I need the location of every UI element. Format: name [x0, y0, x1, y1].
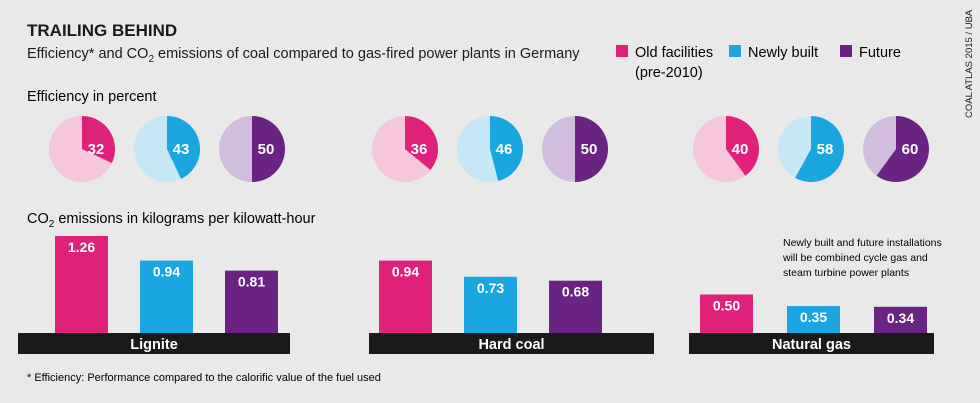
bar-label-hard-coal-future: 0.68 — [562, 284, 589, 300]
bar-lignite-newly-built — [140, 260, 193, 333]
bar-label-hard-coal-newly-built: 0.73 — [477, 280, 504, 296]
bar-natural-gas-newly-built — [787, 306, 840, 333]
source-credit: COAL ATLAS 2015 / UBA — [964, 9, 975, 118]
legend-label-old-line2: (pre-2010) — [635, 65, 703, 81]
bar-natural-gas-old-facilities — [700, 294, 753, 333]
natural-gas-annotation: Newly built and future installations wil… — [782, 237, 945, 279]
emission-bars: 1.26 0.94 0.81 Lignite 0.94 0.73 0.68 Hard coal… — [18, 236, 934, 354]
emissions-title-part1: CO — [27, 211, 49, 227]
annotation-line-1: Newly built and future installations — [783, 237, 942, 249]
subtitle-part1: Efficiency* and CO — [27, 46, 148, 62]
bar-hard-coal-newly-built — [464, 276, 517, 333]
legend-label-future: Future — [859, 45, 901, 61]
bar-label-lignite-newly-built: 0.94 — [153, 264, 180, 280]
pie-label-natural-gas-old-facilities: 40 — [732, 141, 749, 158]
bar-hard-coal-future — [549, 280, 602, 333]
subtitle-subscript: 2 — [148, 54, 154, 65]
pie-label-lignite-future: 50 — [258, 141, 275, 158]
efficiency-section-title: Efficiency in percent — [27, 89, 157, 105]
chart-title: TRAILING BEHIND — [27, 21, 177, 40]
legend-label-new: Newly built — [748, 45, 818, 61]
pie-label-hard-coal-old-facilities: 36 — [411, 141, 428, 158]
pie-label-lignite-old-facilities: 32 — [88, 141, 105, 158]
pie-slice-hard-coal-future — [575, 116, 608, 182]
footnote: * Efficiency: Performance compared to th… — [27, 372, 381, 384]
category-base-natural-gas — [689, 333, 934, 354]
emissions-section-title: CO2 emissions in kilograms per kilowatt-… — [27, 211, 316, 230]
bar-label-natural-gas-future: 0.34 — [887, 310, 914, 326]
annotation-line-2: will be combined cycle gas and — [782, 252, 928, 264]
efficiency-pies: 32 43 50 36 46 50 40 58 60 — [49, 116, 929, 182]
bar-label-lignite-old-facilities: 1.26 — [68, 239, 95, 255]
category-base-lignite — [18, 333, 290, 354]
pie-label-natural-gas-future: 60 — [902, 141, 919, 158]
bar-natural-gas-future — [874, 306, 927, 333]
category-label-hard-coal: Hard coal — [478, 337, 544, 353]
emissions-title-part2: emissions in kilograms per kilowatt-hour — [54, 211, 315, 227]
chart-subtitle: Efficiency* and CO2 emissions of coal co… — [27, 46, 580, 65]
pie-label-hard-coal-newly-built: 46 — [496, 141, 513, 158]
emissions-title-subscript: 2 — [49, 219, 55, 230]
pie-slice-natural-gas-future — [876, 116, 929, 182]
category-base-hard-coal — [369, 333, 654, 354]
bar-lignite-future — [225, 270, 278, 333]
legend-label-old: Old facilities — [635, 45, 713, 61]
pie-slice-hard-coal-newly-built — [490, 116, 523, 181]
bar-hard-coal-old-facilities — [379, 260, 432, 333]
pie-slice-lignite-future — [252, 116, 285, 182]
bar-label-natural-gas-old-facilities: 0.50 — [713, 298, 740, 314]
subtitle-part2: emissions of coal compared to gas-fired … — [154, 46, 580, 62]
pie-slice-hard-coal-old-facilities — [405, 116, 438, 171]
pie-slice-lignite-newly-built — [167, 116, 201, 179]
bar-label-lignite-future: 0.81 — [238, 274, 265, 290]
pie-slice-lignite-old-facilities — [82, 116, 116, 164]
pie-label-natural-gas-newly-built: 58 — [817, 141, 834, 158]
pie-label-hard-coal-future: 50 — [581, 141, 598, 158]
pie-slice-natural-gas-newly-built — [795, 116, 844, 182]
legend-swatch-old — [616, 45, 628, 57]
pie-label-lignite-newly-built: 43 — [173, 141, 190, 158]
annotation-line-3: steam turbine power plants — [783, 267, 909, 279]
bar-label-natural-gas-newly-built: 0.35 — [800, 309, 827, 325]
legend-swatch-new — [729, 45, 741, 57]
pie-slice-natural-gas-old-facilities — [726, 116, 760, 176]
category-label-lignite: Lignite — [130, 337, 178, 353]
bar-label-hard-coal-old-facilities: 0.94 — [392, 264, 419, 280]
bar-lignite-old-facilities — [55, 236, 108, 333]
legend-swatch-future — [840, 45, 852, 57]
legend: Old facilities (pre-2010) Newly built Fu… — [616, 45, 901, 81]
category-label-natural-gas: Natural gas — [772, 337, 851, 353]
